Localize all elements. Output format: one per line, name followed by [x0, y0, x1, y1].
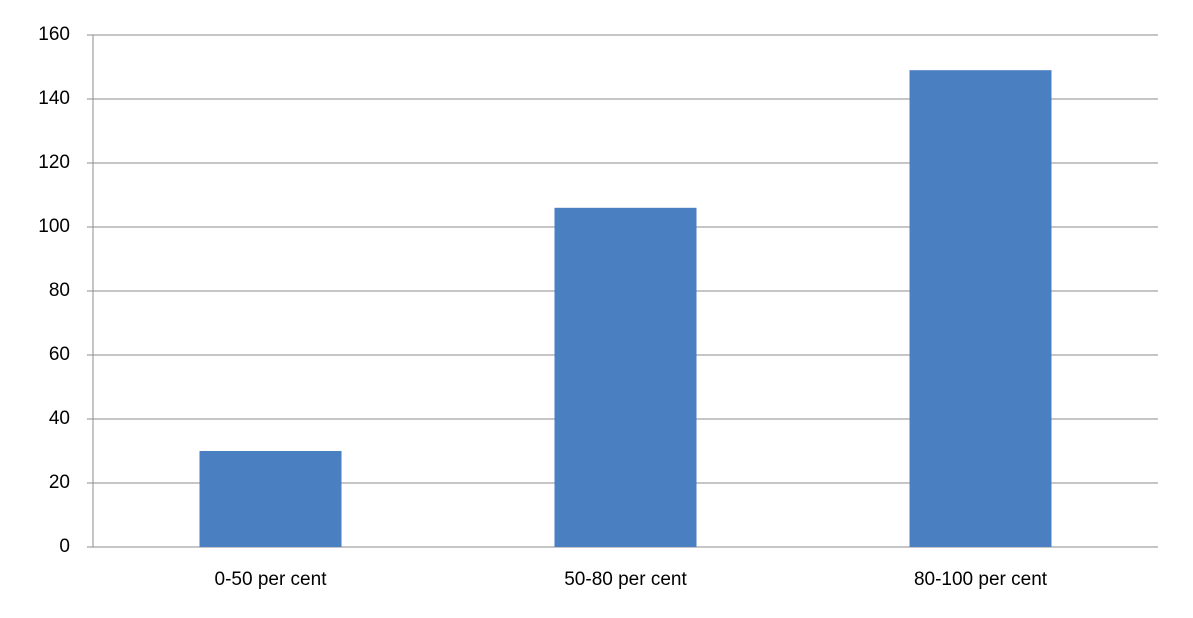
bar — [554, 207, 697, 548]
y-tick-label: 40 — [49, 408, 70, 429]
x-tick-label: 80-100 per cent — [914, 569, 1048, 590]
bar — [199, 451, 342, 547]
y-tick-label: 20 — [49, 472, 70, 493]
y-tick-label: 140 — [38, 88, 70, 109]
x-tick-label: 50-80 per cent — [564, 569, 687, 590]
y-tick-label: 120 — [38, 152, 70, 173]
y-tick-label: 60 — [49, 344, 70, 365]
y-tick-label: 160 — [38, 24, 70, 45]
bar — [909, 70, 1052, 547]
y-tick-label: 0 — [59, 536, 70, 557]
x-tick-label: 0-50 per cent — [215, 569, 328, 590]
y-tick-label: 100 — [38, 216, 70, 237]
y-tick-label: 80 — [49, 280, 70, 301]
